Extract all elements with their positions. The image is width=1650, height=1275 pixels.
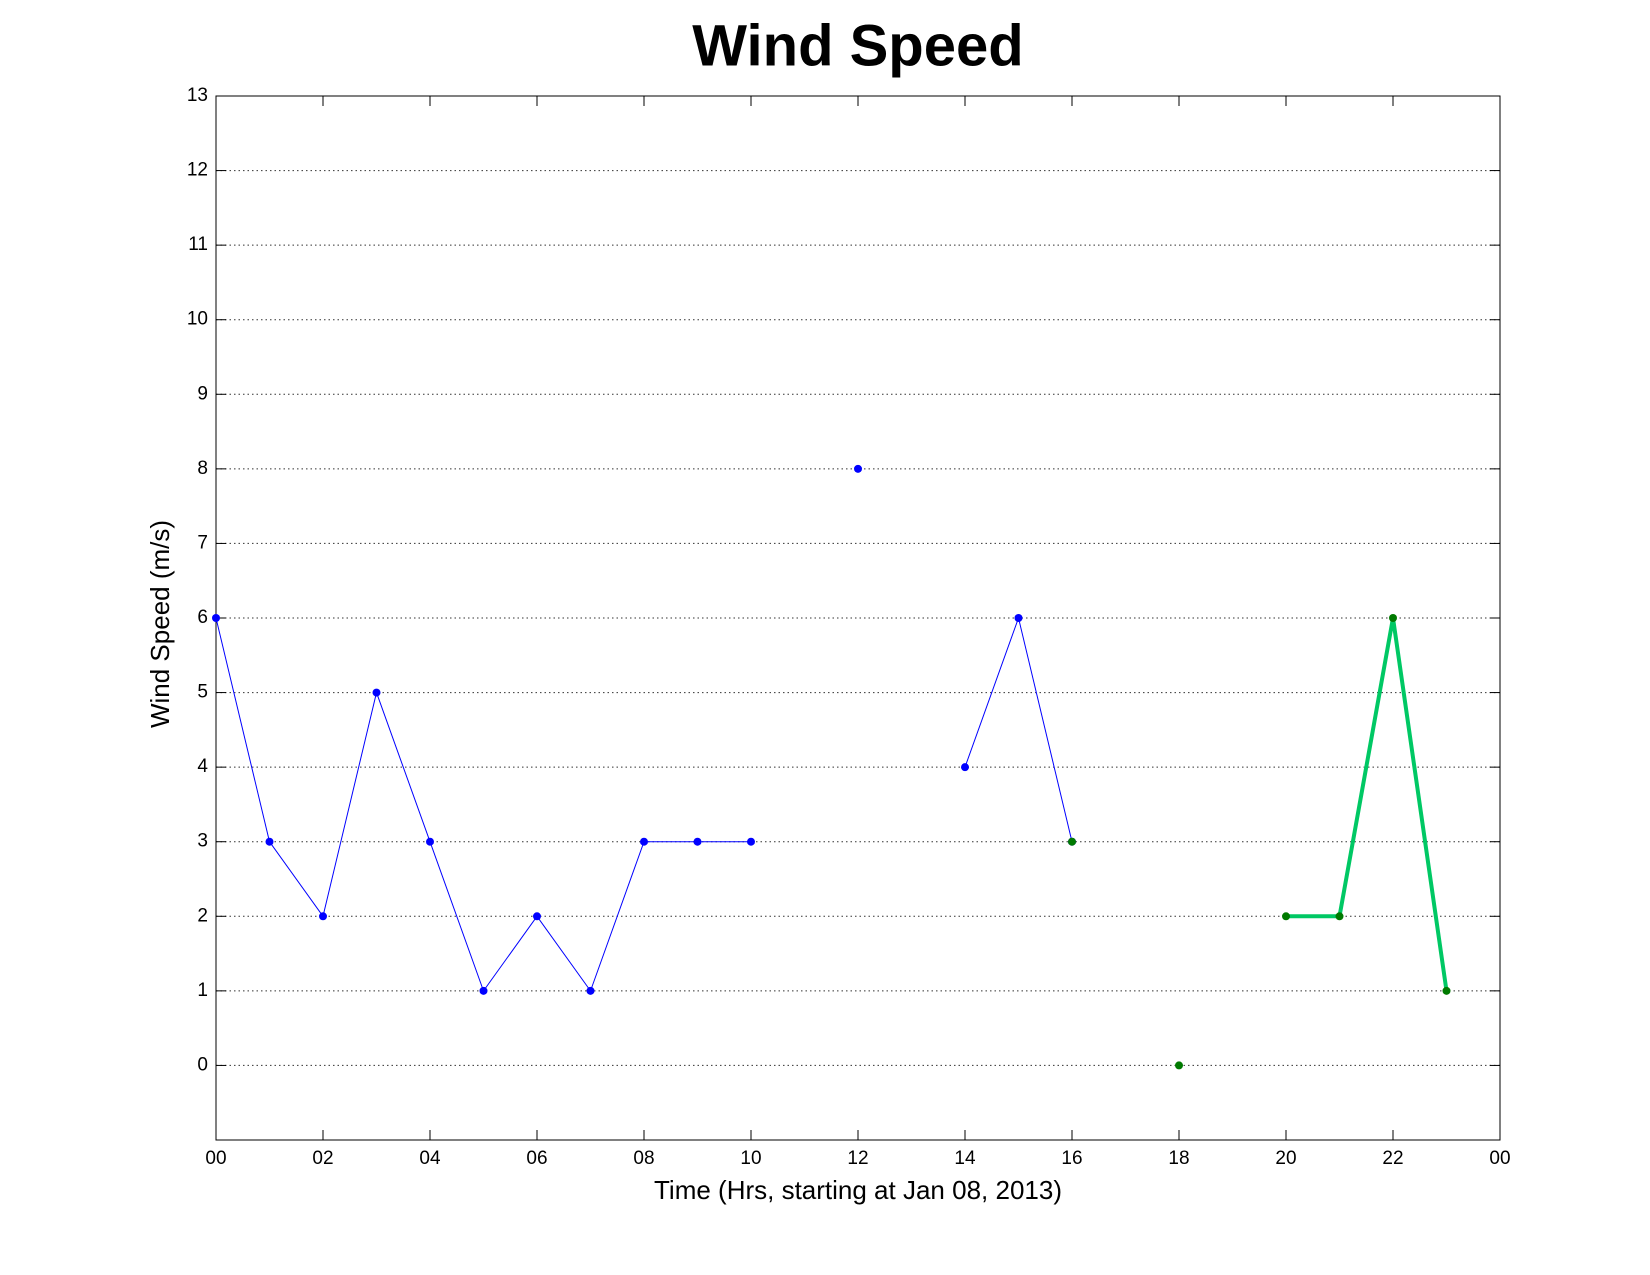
data-point — [1335, 912, 1344, 921]
chart-title: Wind Speed — [692, 13, 1023, 78]
data-point — [1282, 912, 1290, 921]
y-tick-label: 4 — [197, 756, 208, 777]
y-axis-label: Wind Speed (m/s) — [145, 520, 175, 728]
data-point — [426, 837, 434, 846]
y-tick-label: 8 — [197, 458, 208, 479]
y-tick-label: 0 — [197, 1054, 208, 1075]
data-point — [372, 688, 381, 697]
y-tick-label: 5 — [197, 682, 208, 703]
data-point — [961, 763, 969, 772]
y-tick-label: 9 — [197, 383, 208, 404]
x-tick-label: 00 — [205, 1148, 226, 1169]
x-tick-label: 20 — [1275, 1148, 1296, 1169]
data-point — [265, 837, 274, 846]
data-point — [212, 614, 220, 622]
data-point — [1389, 614, 1397, 622]
y-tick-label: 12 — [187, 160, 208, 181]
x-tick-label: 06 — [526, 1148, 547, 1169]
data-point — [1014, 614, 1023, 622]
x-tick-label: 16 — [1061, 1148, 1082, 1169]
x-tick-label: 22 — [1382, 1148, 1403, 1169]
x-axis-label: Time (Hrs, starting at Jan 08, 2013) — [654, 1175, 1062, 1205]
data-point — [693, 837, 702, 846]
x-tick-label: 10 — [740, 1148, 761, 1169]
x-tick-label: 04 — [419, 1148, 441, 1169]
data-point — [1442, 986, 1451, 995]
y-tick-label: 7 — [197, 532, 208, 553]
data-point — [854, 464, 862, 473]
x-tick-label: 08 — [633, 1148, 654, 1169]
y-tick-label: 10 — [187, 309, 208, 330]
y-tick-label: 6 — [197, 607, 208, 628]
data-point — [1175, 1061, 1183, 1070]
y-tick-label: 13 — [187, 85, 208, 106]
x-tick-label: 00 — [1489, 1148, 1510, 1169]
data-point — [747, 837, 755, 846]
data-point — [479, 986, 488, 995]
x-tick-label: 12 — [847, 1148, 868, 1169]
y-tick-label: 3 — [197, 831, 208, 852]
y-tick-label: 2 — [197, 905, 208, 926]
x-tick-label: 14 — [954, 1148, 976, 1169]
y-tick-label: 1 — [197, 980, 208, 1001]
y-tick-label: 11 — [188, 234, 208, 255]
data-point — [586, 986, 595, 995]
data-point — [640, 837, 648, 846]
series-line — [1286, 616, 1449, 992]
data-point — [1068, 837, 1076, 846]
x-tick-label: 02 — [312, 1148, 333, 1169]
data-point — [319, 912, 327, 921]
x-tick-label: 18 — [1168, 1148, 1189, 1169]
data-point — [533, 912, 541, 921]
